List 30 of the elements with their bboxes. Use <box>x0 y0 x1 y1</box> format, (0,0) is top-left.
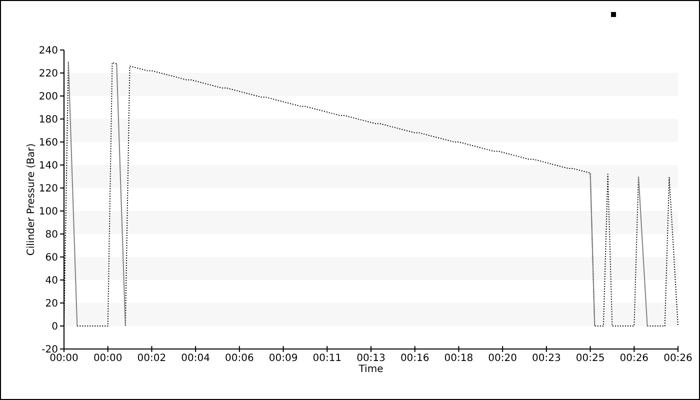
y-tick-label: 180 <box>38 114 58 126</box>
y-tick-label: 160 <box>38 138 58 148</box>
y-tick-label: 80 <box>45 230 58 240</box>
x-tick-label: 00:23 <box>532 353 561 364</box>
y-tick-label: 20 <box>45 298 58 310</box>
x-tick-label: 00:20 <box>488 353 517 364</box>
x-tick-label: 00:00 <box>93 353 122 364</box>
x-tick-label: 00:16 <box>400 353 430 364</box>
y-tick-label: 220 <box>38 68 58 80</box>
x-tick-label: 00:02 <box>137 353 166 364</box>
x-tick-label: 00:26 <box>620 353 649 364</box>
y-axis-title: Cilinder Pressure (Bar) <box>26 143 37 256</box>
y-tick-label: 240 <box>38 46 58 56</box>
y-tick-label: 140 <box>38 160 58 172</box>
x-tick-label: 00:09 <box>268 353 298 364</box>
x-tick-label: 00:25 <box>576 353 605 364</box>
y-tick-label: 200 <box>38 92 58 102</box>
y-tick-label: 0 <box>52 322 58 332</box>
y-tick-label: 40 <box>45 276 58 286</box>
x-tick-label: 00:04 <box>181 353 210 364</box>
y-tick-label: 100 <box>38 206 58 218</box>
x-tick-label: 00:00 <box>50 353 78 364</box>
y-tick-label: 60 <box>45 252 58 264</box>
x-tick-label: 00:13 <box>356 353 386 364</box>
x-axis-title: Time <box>358 364 384 375</box>
y-tick-label: 120 <box>38 184 58 194</box>
x-tick-label: 00:18 <box>444 353 474 364</box>
x-tick-label: 00:06 <box>225 353 254 364</box>
x-tick-label: 00:26 <box>664 353 692 364</box>
x-tick-label: 00:11 <box>312 353 342 364</box>
